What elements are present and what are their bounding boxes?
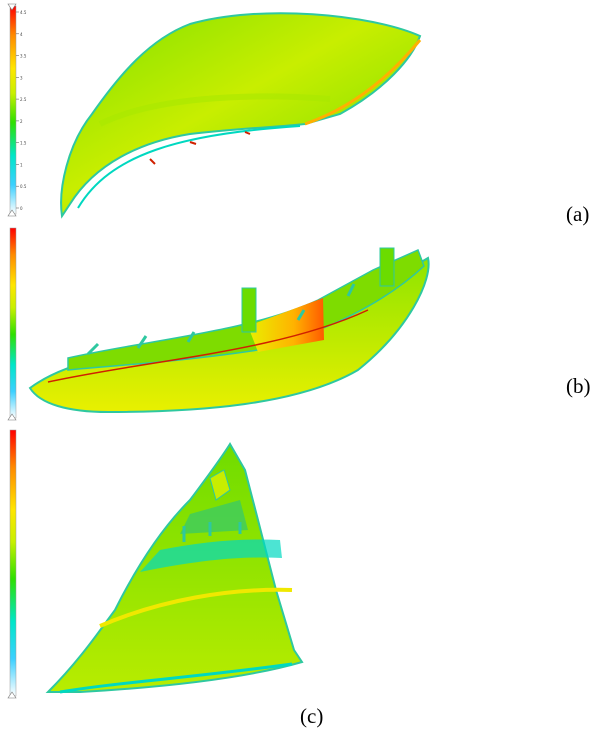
scale-tick-label: 2.5 — [20, 97, 27, 102]
part-a-shell — [60, 12, 422, 219]
color-scale-gradient — [9, 5, 17, 215]
scale-max-marker-icon — [7, 3, 17, 11]
panel-a-label: (a) — [566, 202, 590, 226]
scale-tick-label: 3 — [20, 75, 23, 80]
panel-c-label: (c) — [300, 704, 324, 728]
scale-tick-label: 3.5 — [20, 54, 27, 59]
part-c-surface — [45, 442, 304, 693]
scale-tick-label: 1.5 — [20, 141, 27, 146]
part-a-render — [60, 12, 422, 219]
scale-tick-label: 4.5 — [20, 10, 27, 15]
part-b-render — [28, 247, 430, 414]
part-a-edge-highlight — [304, 39, 422, 126]
part-b-hot-region — [248, 298, 324, 352]
scale-tick-label: 0.5 — [20, 184, 27, 189]
scale-tick-label: 4 — [20, 32, 23, 37]
color-scale-svg — [7, 429, 17, 699]
scale-min-marker-icon — [7, 413, 17, 421]
color-scale-gradient — [9, 429, 17, 697]
panel-b-label: (b) — [566, 374, 591, 398]
panel-a: 4.5 4 3.5 3 2.5 2 1.5 1 0.5 0 (a) — [0, 0, 612, 226]
color-scale-bar — [6, 226, 34, 422]
scale-min-marker-icon — [7, 691, 17, 699]
color-scale-bar: 4.5 4 3.5 3 2.5 2 1.5 1 0.5 0 — [6, 2, 34, 218]
panel-b: (b) — [0, 222, 612, 422]
color-scale-svg — [7, 227, 17, 421]
color-scale-gradient — [9, 227, 17, 419]
scale-min-marker-icon — [7, 209, 17, 217]
part-c-render — [45, 442, 304, 694]
scale-tick-label: 1 — [20, 162, 23, 167]
color-scale-svg: 4.5 4 3.5 3 2.5 2 1.5 1 0.5 0 — [7, 3, 27, 217]
color-scale-ticks: 4.5 4 3.5 3 2.5 2 1.5 1 0.5 0 — [16, 10, 27, 211]
scale-tick-label: 0 — [20, 206, 23, 211]
color-scale-bar — [6, 428, 34, 700]
panel-c: (c) — [0, 422, 612, 733]
scale-tick-label: 2 — [20, 119, 23, 124]
